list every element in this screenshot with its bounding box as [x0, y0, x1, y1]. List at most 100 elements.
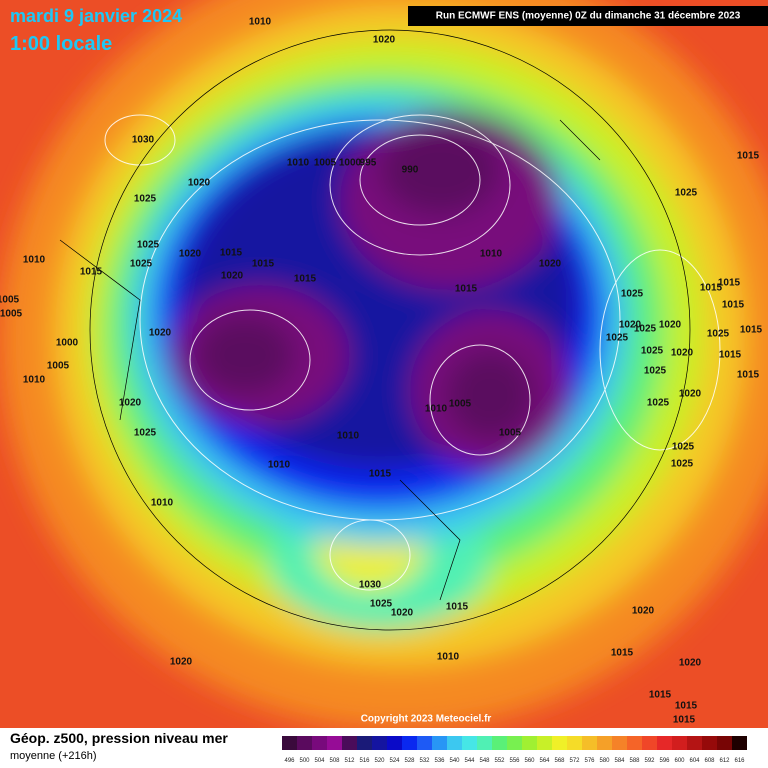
- scale-swatch: [642, 736, 657, 750]
- scale-label: 600: [674, 758, 685, 764]
- isobar-label: 1025: [134, 194, 157, 205]
- scale-label: 588: [629, 758, 640, 764]
- scale-swatch: [402, 736, 417, 750]
- scale-swatch: [732, 736, 747, 750]
- scale-swatch: [327, 736, 342, 750]
- scale-swatch: [702, 736, 717, 750]
- scale-label: 592: [644, 758, 655, 764]
- scale-label: 516: [359, 758, 370, 764]
- scale-label: 500: [299, 758, 310, 764]
- isobar-label: 1020: [391, 608, 414, 619]
- isobar-label: 1015: [737, 151, 760, 162]
- isobar-label: 1025: [641, 346, 664, 357]
- isobar-label: 1010: [151, 498, 174, 509]
- scale-label: 560: [524, 758, 535, 764]
- isobar-label: 1020: [679, 389, 702, 400]
- isobar-label: 1020: [170, 657, 193, 668]
- scale-label: 596: [659, 758, 670, 764]
- isobar-label: 1010: [287, 158, 310, 169]
- scale-swatch: [342, 736, 357, 750]
- isobar-label: 1005: [0, 295, 20, 306]
- scale-swatch: [357, 736, 372, 750]
- scale-label: 608: [704, 758, 715, 764]
- isobar-label: 1020: [149, 328, 172, 339]
- scale-label: 512: [344, 758, 355, 764]
- isobar-label: 1015: [673, 715, 696, 726]
- isobar-label: 1020: [221, 271, 244, 282]
- scale-label: 604: [689, 758, 700, 764]
- isobar-label: 1005: [449, 399, 472, 410]
- isobar-label: 1025: [370, 599, 393, 610]
- scale-swatch: [672, 736, 687, 750]
- isobar-label: 1025: [672, 442, 695, 453]
- isobar-label: 1015: [722, 300, 745, 311]
- isobar-label: 1025: [644, 366, 667, 377]
- isobar-label: 1015: [675, 701, 698, 712]
- scale-swatch: [462, 736, 477, 750]
- scale-label: 548: [479, 758, 490, 764]
- isobar-label: 1010: [480, 249, 503, 260]
- isobar-label: 1010: [425, 404, 448, 415]
- isobar-label: 1015: [649, 690, 672, 701]
- scale-swatch: [597, 736, 612, 750]
- scale-swatch: [627, 736, 642, 750]
- date: mardi 9 janvier 2024: [10, 6, 182, 26]
- isobar-label: 1010: [23, 375, 46, 386]
- isobar-label: 1005: [314, 158, 337, 169]
- isobar-label: 1005: [499, 428, 522, 439]
- isobar-label: 1005: [0, 309, 23, 320]
- isobar-label: 1000: [56, 338, 79, 349]
- isobar-label: 1020: [373, 35, 396, 46]
- isobar-label: 1020: [632, 606, 655, 617]
- isobar-label: 1010: [249, 17, 272, 28]
- isobar-label: 1015: [446, 602, 469, 613]
- isobar-label: 1015: [700, 283, 723, 294]
- scale-swatch: [312, 736, 327, 750]
- scale-swatch: [552, 736, 567, 750]
- scale-label: 616: [734, 758, 745, 764]
- isobar-label: 1025: [606, 333, 629, 344]
- scale-label: 532: [419, 758, 430, 764]
- isobar-label: 1005: [47, 361, 70, 372]
- isobar-label: 1015: [220, 248, 243, 259]
- isobar-label: 1020: [659, 320, 682, 331]
- scale-label: 544: [464, 758, 475, 764]
- isobar-label: 1020: [179, 249, 202, 260]
- scale-swatch: [612, 736, 627, 750]
- isobar-label: 1020: [119, 398, 142, 409]
- isobar-label: 1020: [671, 348, 694, 359]
- scale-swatch: [297, 736, 312, 750]
- scale-label: 504: [314, 758, 325, 764]
- footer-subtitle: moyenne (+216h): [10, 750, 97, 762]
- isobar-label: 1020: [619, 320, 642, 331]
- scale-label: 576: [584, 758, 595, 764]
- scale-swatch: [282, 736, 297, 750]
- scale-swatch: [657, 736, 672, 750]
- scale-label: 524: [389, 758, 400, 764]
- scale-label: 536: [434, 758, 445, 764]
- scale-swatch: [582, 736, 597, 750]
- isobar-label: 1015: [294, 274, 317, 285]
- copyright: Copyright 2023 Meteociel.fr: [361, 714, 492, 725]
- scale-swatch: [507, 736, 522, 750]
- isobar-label: 1025: [671, 459, 694, 470]
- scale-label: 528: [404, 758, 415, 764]
- scale-swatch: [387, 736, 402, 750]
- isobar-label: 1025: [675, 188, 698, 199]
- isobar-label: 1020: [679, 658, 702, 669]
- isobar-label: 1025: [621, 289, 644, 300]
- scale-swatch: [537, 736, 552, 750]
- scale-label: 564: [539, 758, 550, 764]
- isobar-label: 1025: [647, 398, 670, 409]
- isobar-label: 1020: [539, 259, 562, 270]
- scale-label: 552: [494, 758, 505, 764]
- footer-title: Géop. z500, pression niveau mer: [10, 730, 228, 746]
- scale-label: 572: [569, 758, 580, 764]
- scale-label: 508: [329, 758, 340, 764]
- isobar-label: 1025: [707, 329, 730, 340]
- isobar-label: 1025: [134, 428, 157, 439]
- scale-label: 584: [614, 758, 625, 764]
